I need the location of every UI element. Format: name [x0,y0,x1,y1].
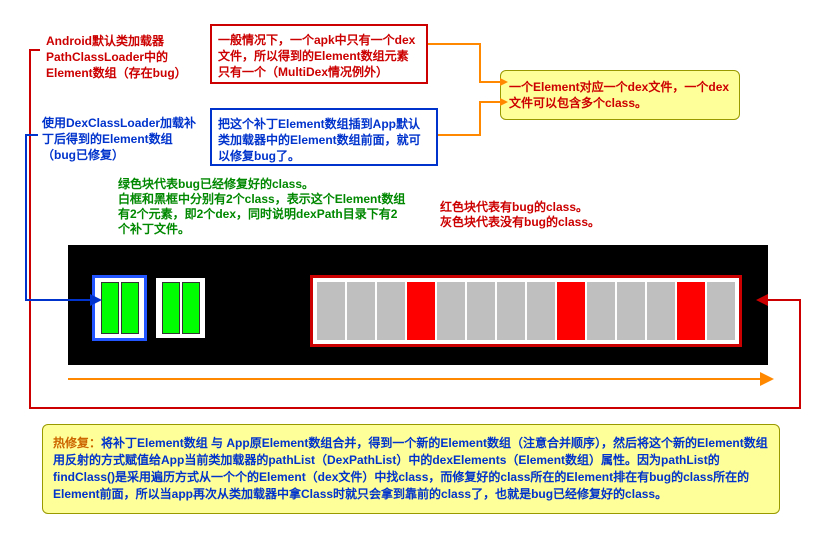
hotfix-explanation-box: 热修复：将补丁Element数组 与 App原Element数组合并，得到一个新… [42,424,780,514]
fixed-class [101,282,119,334]
normal-class [647,282,675,340]
normal-class [467,282,495,340]
hotfix-prefix: 热修复： [53,436,101,450]
normal-class [617,282,645,340]
traversal-direction-arrow [68,378,768,380]
normal-class [347,282,375,340]
normal-class [707,282,735,340]
arrow-head-icon [760,372,774,386]
patch-dex-2 [153,275,208,341]
green-block-description: 绿色块代表bug已经修复好的class。 白框和黑框中分别有2个class，表示… [118,177,408,237]
red-grey-block-description: 红色块代表有bug的class。 灰色块代表没有bug的class。 [440,200,600,230]
normal-class [317,282,345,340]
fixed-class [121,282,139,334]
normal-class [527,282,555,340]
element-dex-mapping-box: 一个Element对应一个dex文件，一个dex文件可以包含多个class。 [500,70,740,120]
fixed-class [162,282,180,334]
insert-patch-note-box: 把这个补丁Element数组插到App默认类加载器中的Element数组前面，就… [210,108,438,166]
fixed-class [182,282,200,334]
normal-class [377,282,405,340]
buggy-class [557,282,585,340]
patch-element-array [92,275,208,341]
buggy-class [407,282,435,340]
normal-class [497,282,525,340]
hotfix-body: 将补丁Element数组 与 App原Element数组合并，得到一个新的Ele… [53,436,768,501]
dexclassloader-label: 使用DexClassLoader加载补丁后得到的Element数组（bug已修复… [42,115,202,163]
apk-dex-note-box: 一般情况下，一个apk中只有一个dex文件，所以得到的Element数组元素只有… [210,24,428,84]
normal-class [437,282,465,340]
original-element-array [310,275,742,347]
normal-class [587,282,615,340]
patch-dex-1 [92,275,147,341]
android-pathclassloader-label: Android默认类加载器PathClassLoader中的Element数组（… [46,33,206,81]
buggy-class [677,282,705,340]
